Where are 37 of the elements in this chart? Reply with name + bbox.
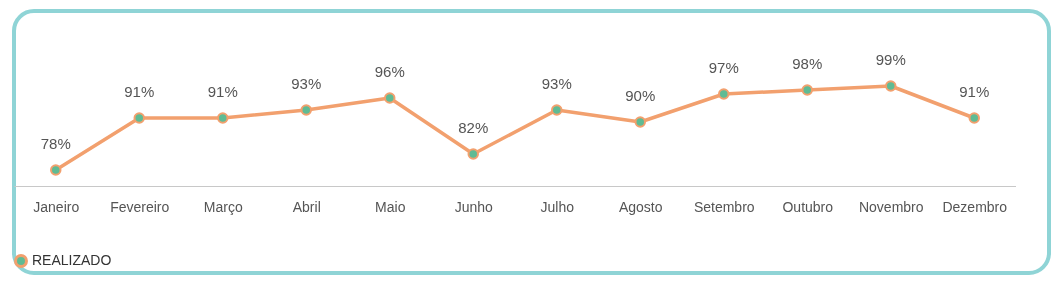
x-tick-label: Setembro xyxy=(693,198,755,215)
point xyxy=(885,80,897,92)
x-tick-label: Julho xyxy=(540,198,575,215)
data-label: 91% xyxy=(124,83,155,100)
point xyxy=(801,84,813,96)
data-label: 93% xyxy=(291,75,322,92)
x-tick-label: Agosto xyxy=(618,198,663,215)
point xyxy=(300,104,312,116)
point xyxy=(467,148,479,160)
x-tick-label: Janeiro xyxy=(33,198,80,215)
x-tick-label: Março xyxy=(203,198,243,215)
data-label: 98% xyxy=(792,55,823,72)
x-tick-label: Maio xyxy=(375,198,406,215)
x-tick-label: Novembro xyxy=(858,198,924,215)
data-label: 91% xyxy=(207,83,238,100)
point xyxy=(217,112,229,124)
data-label: 93% xyxy=(541,75,572,92)
point xyxy=(634,116,646,128)
point xyxy=(50,164,62,176)
point xyxy=(551,104,563,116)
x-tick-label: Outubro xyxy=(782,198,834,215)
point xyxy=(968,112,980,124)
data-label: 96% xyxy=(374,63,405,80)
x-tick-label: Junho xyxy=(454,198,494,215)
x-tick-label: Dezembro xyxy=(942,198,1008,215)
data-label: 97% xyxy=(708,59,739,76)
point xyxy=(133,112,145,124)
data-label: 82% xyxy=(458,119,489,136)
data-label: 78% xyxy=(40,135,71,152)
data-label: 99% xyxy=(875,51,906,68)
x-tick-label: Abril xyxy=(292,198,321,215)
data-label: 91% xyxy=(959,83,990,100)
point xyxy=(384,92,396,104)
data-label: 90% xyxy=(625,87,656,104)
x-tick-label: Fevereiro xyxy=(110,198,170,215)
legend-label: REALIZADO xyxy=(32,252,112,268)
point xyxy=(718,88,730,100)
